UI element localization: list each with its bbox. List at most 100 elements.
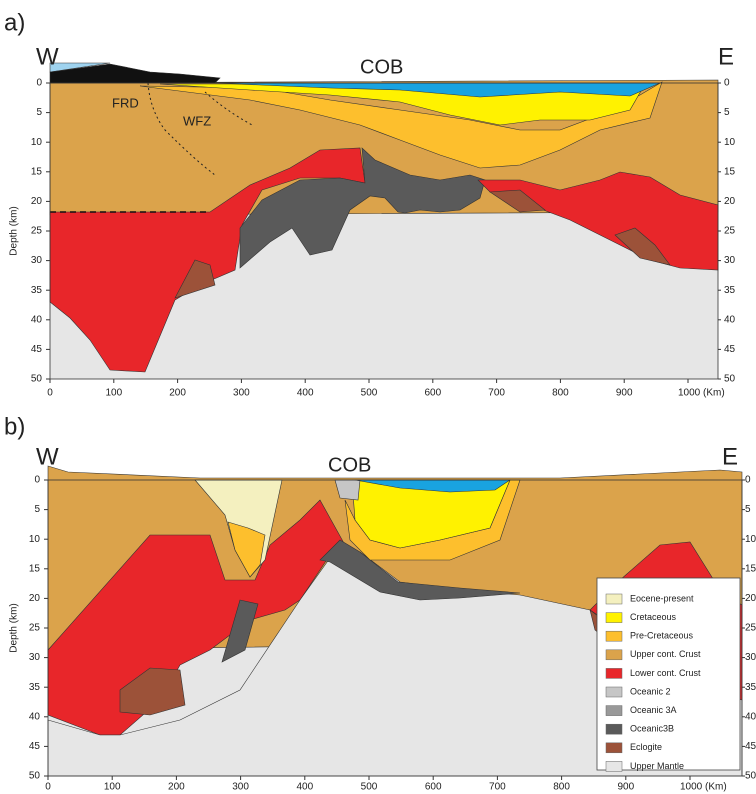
- eclogite: [174, 259, 216, 299]
- x-tick-label: 900: [616, 388, 633, 399]
- x-tick-label: 200: [169, 388, 186, 399]
- y-tick-label-right: 50: [745, 771, 756, 782]
- x-tick-label: 900: [617, 782, 634, 793]
- water: [214, 82, 661, 98]
- x-tick-label: 300: [232, 782, 249, 793]
- y-tick-label-right: 40: [724, 314, 736, 325]
- y-tick-label: 35: [29, 682, 41, 693]
- y-tick-label-right: 20: [724, 196, 736, 207]
- annotation: FRD: [112, 95, 139, 110]
- legend-label: Cretaceous: [630, 612, 677, 622]
- y-tick-label-right: 30: [745, 652, 756, 663]
- y-tick-label: 45: [29, 741, 41, 752]
- y-tick-label: 35: [31, 285, 43, 296]
- y-tick-label: 20: [31, 196, 43, 207]
- x-tick-label: 0: [45, 782, 51, 793]
- y-tick-label-right: 50: [724, 374, 736, 385]
- x-tick-label: 600: [424, 388, 441, 399]
- y-tick-label: 10: [29, 534, 41, 545]
- x-tick-label: 500: [361, 782, 378, 793]
- y-tick-label-right: 0: [745, 475, 751, 486]
- west-label: W: [36, 443, 59, 470]
- legend-label: Eocene-present: [630, 593, 694, 603]
- y-tick-label-right: 5: [745, 504, 751, 515]
- y-tick-label: 45: [31, 344, 43, 355]
- oceanic-3b: [319, 539, 521, 601]
- y-tick-label-right: 30: [724, 255, 736, 266]
- y-axis-title: Depth (km): [9, 603, 20, 652]
- y-tick-label-right: 40: [745, 711, 756, 722]
- y-tick-label-right: 35: [745, 682, 756, 693]
- panel-label: b): [4, 413, 25, 440]
- y-tick-label: 0: [36, 78, 42, 89]
- legend-swatch: [605, 593, 623, 605]
- legend-label: Upper Mantle: [630, 761, 684, 771]
- legend-swatch: [605, 742, 623, 754]
- legend-swatch: [605, 668, 623, 679]
- lower-crust: [49, 147, 366, 373]
- cob-label: COB: [360, 56, 403, 78]
- legend-swatch: [605, 612, 623, 623]
- x-tick-label: 0: [47, 388, 53, 399]
- y-tick-label: 5: [34, 504, 40, 515]
- legend-swatch: [605, 761, 623, 772]
- eclogite: [119, 667, 186, 716]
- x-tick-label: 1000 (Km): [678, 388, 725, 399]
- fault-frd: [147, 82, 216, 176]
- legend-label: Oceanic3B: [630, 724, 674, 734]
- section-a: FRD WFZ: [49, 62, 719, 379]
- legend-label: Eclogite: [630, 742, 662, 752]
- legend-label: Pre-Cretaceous: [630, 631, 694, 641]
- legend-swatch: [605, 723, 623, 735]
- x-tick-label: 100: [104, 782, 121, 793]
- legend-label: Oceanic 3A: [630, 705, 677, 715]
- y-tick-label: 25: [31, 226, 43, 237]
- x-tick-label: 100: [105, 388, 122, 399]
- y-tick-label: 50: [29, 771, 41, 782]
- y-tick-label-right: 15: [745, 563, 756, 574]
- x-tick-label: 200: [168, 782, 185, 793]
- cob-label: COB: [328, 454, 371, 476]
- x-tick-label: 300: [233, 388, 250, 399]
- legend-label: Lower cont. Crust: [630, 668, 701, 678]
- x-tick-label: 500: [361, 388, 378, 399]
- y-tick-label: 15: [29, 563, 41, 574]
- y-tick-label-right: 35: [724, 285, 736, 296]
- legend-swatch: [605, 649, 623, 661]
- y-tick-label-right: 10: [724, 137, 736, 148]
- oceanic-3b: [221, 599, 259, 663]
- eclogite: [614, 227, 671, 266]
- y-tick-label: 5: [36, 107, 42, 118]
- y-tick-label: 20: [29, 593, 41, 604]
- legend-label: Oceanic 2: [630, 686, 671, 696]
- y-tick-label: 50: [31, 374, 43, 385]
- y-tick-label-right: 15: [724, 166, 736, 177]
- x-tick-label: 400: [296, 782, 313, 793]
- y-tick-label: 0: [34, 475, 40, 486]
- pre-cretaceous: [139, 81, 663, 169]
- axes: 0 100 200 300 400 500 600 700 800 900 1000 (Km)0 05…: [4, 9, 756, 792]
- x-tick-label: 1000 (Km): [680, 782, 727, 793]
- legend-swatch: [605, 705, 623, 716]
- y-tick-label-right: 45: [745, 741, 756, 752]
- annotation: WFZ: [183, 113, 211, 128]
- y-tick-label: 30: [31, 255, 43, 266]
- west-label: W: [36, 43, 59, 70]
- y-tick-label-right: 25: [724, 226, 736, 237]
- x-tick-label: 800: [552, 388, 569, 399]
- y-tick-label: 25: [29, 623, 41, 634]
- y-tick-label: 30: [29, 652, 41, 663]
- y-tick-label-right: 45: [724, 344, 736, 355]
- cretaceous: [351, 479, 511, 549]
- x-tick-label: 400: [297, 388, 314, 399]
- panel-label: a): [4, 9, 25, 36]
- legend-swatch: [605, 630, 623, 642]
- y-tick-label: 15: [31, 166, 43, 177]
- eclogite: [489, 189, 546, 213]
- x-tick-label: 700: [489, 782, 506, 793]
- oceanic-3b: [239, 147, 486, 269]
- section-b: [47, 465, 743, 777]
- x-tick-label: 800: [553, 782, 570, 793]
- legend-label: Upper cont. Crust: [630, 649, 701, 659]
